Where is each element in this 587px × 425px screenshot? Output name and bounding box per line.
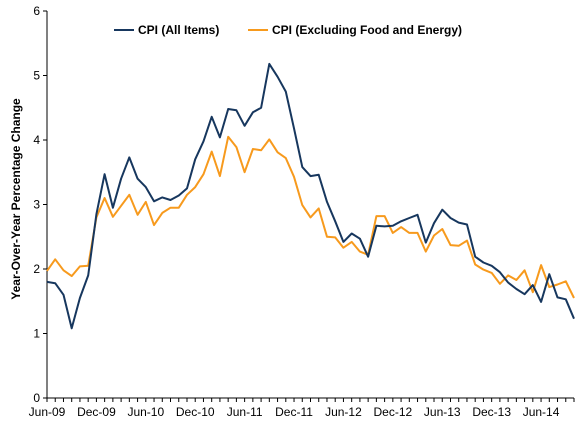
x-tick-label: Dec-13 (472, 405, 511, 419)
y-tick-label: 1 (33, 327, 40, 341)
x-tick-label: Dec-12 (374, 405, 413, 419)
x-tick-label: Jun-10 (127, 405, 164, 419)
legend: CPI (All Items) CPI (Excluding Food and … (114, 23, 462, 37)
y-tick-label: 4 (33, 133, 40, 147)
y-axis: 0 1 2 3 4 5 6 (33, 4, 47, 405)
y-tick-label: 0 (33, 391, 40, 405)
legend-label-cpi-core: CPI (Excluding Food and Energy) (272, 23, 462, 37)
x-axis: Jun-09 Dec-09 Jun-10 Dec-10 Jun-11 Dec-11 Jun-… (29, 398, 575, 419)
x-tick-label: Dec-11 (275, 405, 313, 419)
y-tick-label: 2 (33, 262, 40, 276)
x-tick-label: Dec-10 (176, 405, 215, 419)
legend-label-cpi-all-items: CPI (All Items) (138, 23, 219, 37)
series-line-cpi-all-items (46, 62, 575, 330)
x-tick-label: Jun-09 (29, 405, 66, 419)
y-tick-label: 5 (33, 69, 40, 83)
series-layer (46, 62, 575, 330)
series-line-cpi-core (46, 135, 575, 299)
x-tick-label: Jun-12 (325, 405, 362, 419)
y-axis-title: Year-Over-Year Percentage Change (9, 98, 23, 300)
x-tick-label: Jun-13 (424, 405, 461, 419)
x-tick-label: Dec-09 (77, 405, 116, 419)
y-tick-label: 3 (33, 198, 40, 212)
x-tick-label: Jun-14 (523, 405, 560, 419)
y-tick-label: 6 (33, 4, 40, 18)
x-tick-label: Jun-11 (227, 405, 263, 419)
